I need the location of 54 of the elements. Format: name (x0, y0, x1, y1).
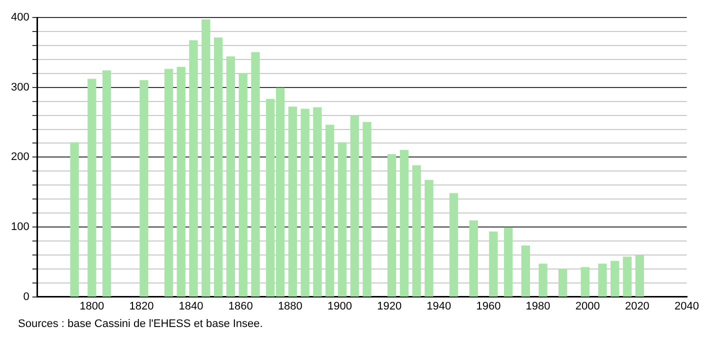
bar (338, 142, 347, 297)
x-tick-label: 1920 (377, 300, 402, 312)
bar (521, 246, 530, 297)
x-tick-label: 1900 (328, 300, 352, 312)
bar (622, 256, 632, 297)
bar (610, 260, 620, 297)
bar (469, 220, 478, 297)
bar (300, 108, 310, 297)
y-tick-label: 0 (23, 290, 30, 303)
bar (70, 142, 79, 297)
bar (238, 73, 248, 297)
x-tick-label: 2040 (674, 300, 700, 312)
bar (635, 255, 644, 297)
y-tick-label: 200 (10, 151, 30, 164)
y-tick-label: 400 (10, 12, 30, 24)
bar (326, 124, 334, 297)
bar (449, 193, 458, 297)
bar (412, 165, 421, 297)
x-tick-label: 1960 (476, 300, 501, 312)
bar (189, 40, 198, 297)
x-tick-label: 1800 (80, 300, 104, 312)
bar (288, 106, 297, 297)
bar (424, 180, 434, 297)
bar (362, 122, 372, 297)
x-tick-label: 1980 (526, 300, 550, 312)
bar (558, 268, 568, 297)
x-tick-label: 1820 (129, 300, 154, 312)
bar (504, 227, 513, 297)
source-note: Sources : base Cassini de l'EHESS et base Insee. (18, 318, 264, 330)
y-tick-label: 100 (10, 221, 30, 234)
bar (226, 56, 236, 297)
bar (88, 78, 96, 297)
bar (164, 68, 174, 297)
bar (489, 232, 498, 297)
bar (251, 52, 260, 297)
bar (176, 66, 186, 297)
x-tick-label: 2000 (575, 300, 600, 312)
bar (387, 154, 396, 297)
bar (400, 150, 409, 297)
bar (214, 38, 223, 297)
bar (140, 80, 148, 297)
bar (350, 116, 359, 297)
x-tick-label: 1880 (278, 300, 302, 312)
y-tick-label: 300 (10, 81, 30, 94)
bar (598, 264, 607, 297)
x-tick-label: 1860 (228, 300, 253, 312)
x-tick-label: 1940 (426, 300, 452, 312)
bar (202, 19, 210, 297)
bar (313, 107, 322, 297)
x-tick-label: 2020 (624, 300, 650, 312)
bar (538, 264, 548, 297)
x-tick-label: 1840 (178, 300, 204, 312)
bar (580, 267, 590, 297)
bar (102, 70, 112, 297)
